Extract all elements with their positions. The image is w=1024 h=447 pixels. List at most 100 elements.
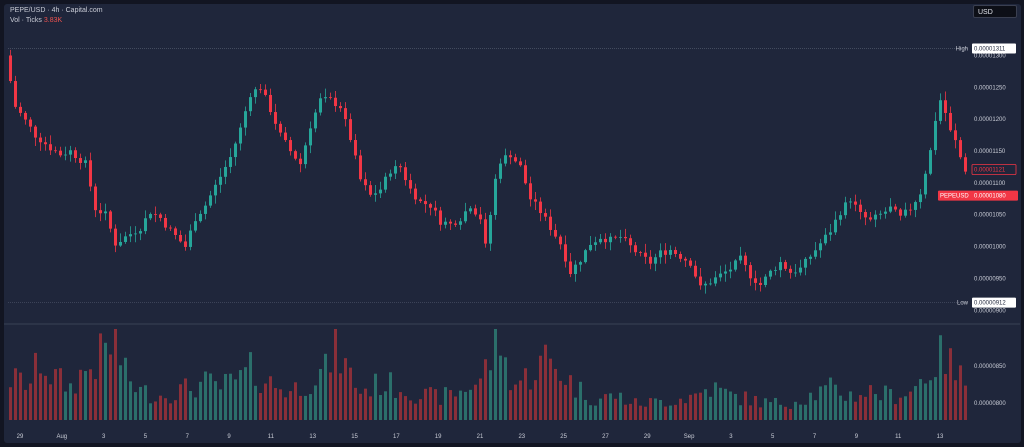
candle-body[interactable] [399, 166, 402, 168]
candle-body[interactable] [349, 119, 352, 140]
candle-body[interactable] [744, 255, 747, 266]
candle-body[interactable] [109, 211, 112, 229]
volume-bar[interactable] [119, 365, 122, 420]
candle-body[interactable] [354, 139, 357, 156]
candle-body[interactable] [644, 252, 647, 257]
candle-body[interactable] [149, 214, 152, 219]
candle-body[interactable] [544, 213, 547, 217]
candle-body[interactable] [894, 206, 897, 210]
volume-bar[interactable] [199, 381, 202, 420]
volume-bar[interactable] [779, 404, 782, 420]
candle-body[interactable] [29, 119, 32, 127]
volume-bar[interactable] [484, 359, 487, 420]
volume-bar[interactable] [914, 386, 917, 420]
candle-body[interactable] [859, 204, 862, 212]
candle-body[interactable] [659, 250, 662, 258]
volume-bar[interactable] [949, 348, 952, 420]
candle-body[interactable] [449, 221, 452, 224]
candle-body[interactable] [954, 130, 957, 141]
candle-body[interactable] [574, 264, 577, 275]
candle-body[interactable] [504, 155, 507, 164]
volume-bar[interactable] [104, 342, 107, 420]
candle-body[interactable] [674, 249, 677, 255]
volume-bar[interactable] [689, 394, 692, 420]
candle-body[interactable] [724, 271, 727, 274]
volume-bar[interactable] [849, 391, 852, 420]
volume-bar[interactable] [249, 352, 252, 420]
volume-bar[interactable] [524, 368, 527, 420]
candle-body[interactable] [409, 180, 412, 189]
candle-body[interactable] [244, 111, 247, 128]
candle-body[interactable] [749, 265, 752, 279]
candle-body[interactable] [84, 160, 87, 163]
candle-body[interactable] [229, 157, 232, 167]
currency-button[interactable]: USD [973, 5, 1017, 18]
volume-bar[interactable] [749, 405, 752, 420]
volume-bar[interactable] [784, 406, 787, 420]
volume-bar[interactable] [804, 404, 807, 420]
candle-body[interactable] [559, 236, 562, 245]
volume-bar[interactable] [594, 405, 597, 420]
volume-bar[interactable] [639, 405, 642, 420]
volume-bar[interactable] [954, 380, 957, 420]
candle-body[interactable] [849, 201, 852, 203]
volume-bar[interactable] [24, 389, 27, 420]
volume-bar[interactable] [134, 392, 137, 420]
candle-body[interactable] [929, 150, 932, 174]
volume-bar[interactable] [579, 381, 582, 420]
volume-bar[interactable] [394, 397, 397, 420]
candle-body[interactable] [869, 217, 872, 220]
volume-bar[interactable] [349, 367, 352, 420]
volume-bar[interactable] [19, 372, 22, 420]
candle-body[interactable] [309, 128, 312, 146]
volume-bar[interactable] [69, 383, 72, 420]
candle-body[interactable] [764, 276, 767, 286]
candle-body[interactable] [774, 270, 777, 271]
volume-bar[interactable] [604, 394, 607, 420]
volume-bar[interactable] [709, 396, 712, 420]
candle-body[interactable] [289, 140, 292, 152]
volume-bar[interactable] [724, 388, 727, 420]
candle-body[interactable] [909, 209, 912, 211]
volume-bar[interactable] [584, 399, 587, 420]
volume-bar[interactable] [489, 370, 492, 420]
candle-body[interactable] [319, 98, 322, 113]
candle-body[interactable] [794, 272, 797, 274]
candle-body[interactable] [279, 123, 282, 133]
volume-bar[interactable] [629, 403, 632, 420]
volume-bar[interactable] [764, 398, 767, 420]
volume-bar[interactable] [139, 386, 142, 420]
candle-body[interactable] [164, 217, 167, 228]
candle-body[interactable] [234, 143, 237, 158]
volume-bar[interactable] [244, 367, 247, 420]
volume-bar[interactable] [334, 329, 337, 420]
volume-bar[interactable] [364, 388, 367, 420]
candle-body[interactable] [114, 228, 117, 246]
candle-body[interactable] [134, 233, 137, 235]
candle-body[interactable] [169, 227, 172, 229]
volume-bar[interactable] [214, 381, 217, 420]
volume-bar[interactable] [634, 398, 637, 420]
candle-body[interactable] [239, 127, 242, 144]
volume-bar[interactable] [169, 403, 172, 420]
volume-bar[interactable] [874, 394, 877, 420]
volume-bar[interactable] [404, 396, 407, 420]
volume-bar[interactable] [959, 365, 962, 420]
candle-body[interactable] [44, 142, 47, 145]
candle-body[interactable] [884, 211, 887, 214]
candle-body[interactable] [69, 150, 72, 155]
volume-bar[interactable] [289, 391, 292, 420]
volume-bar[interactable] [409, 400, 412, 420]
volume-bar[interactable] [614, 398, 617, 420]
volume-bar[interactable] [939, 335, 942, 420]
candle-body[interactable] [554, 229, 557, 237]
candle-body[interactable] [879, 213, 882, 215]
volume-bar[interactable] [499, 355, 502, 420]
candle-body[interactable] [124, 236, 127, 242]
volume-bar[interactable] [744, 391, 747, 420]
candle-body[interactable] [224, 166, 227, 177]
volume-bar[interactable] [734, 393, 737, 420]
volume-bar[interactable] [49, 384, 52, 420]
candle-body[interactable] [74, 150, 77, 159]
volume-bar[interactable] [279, 389, 282, 420]
